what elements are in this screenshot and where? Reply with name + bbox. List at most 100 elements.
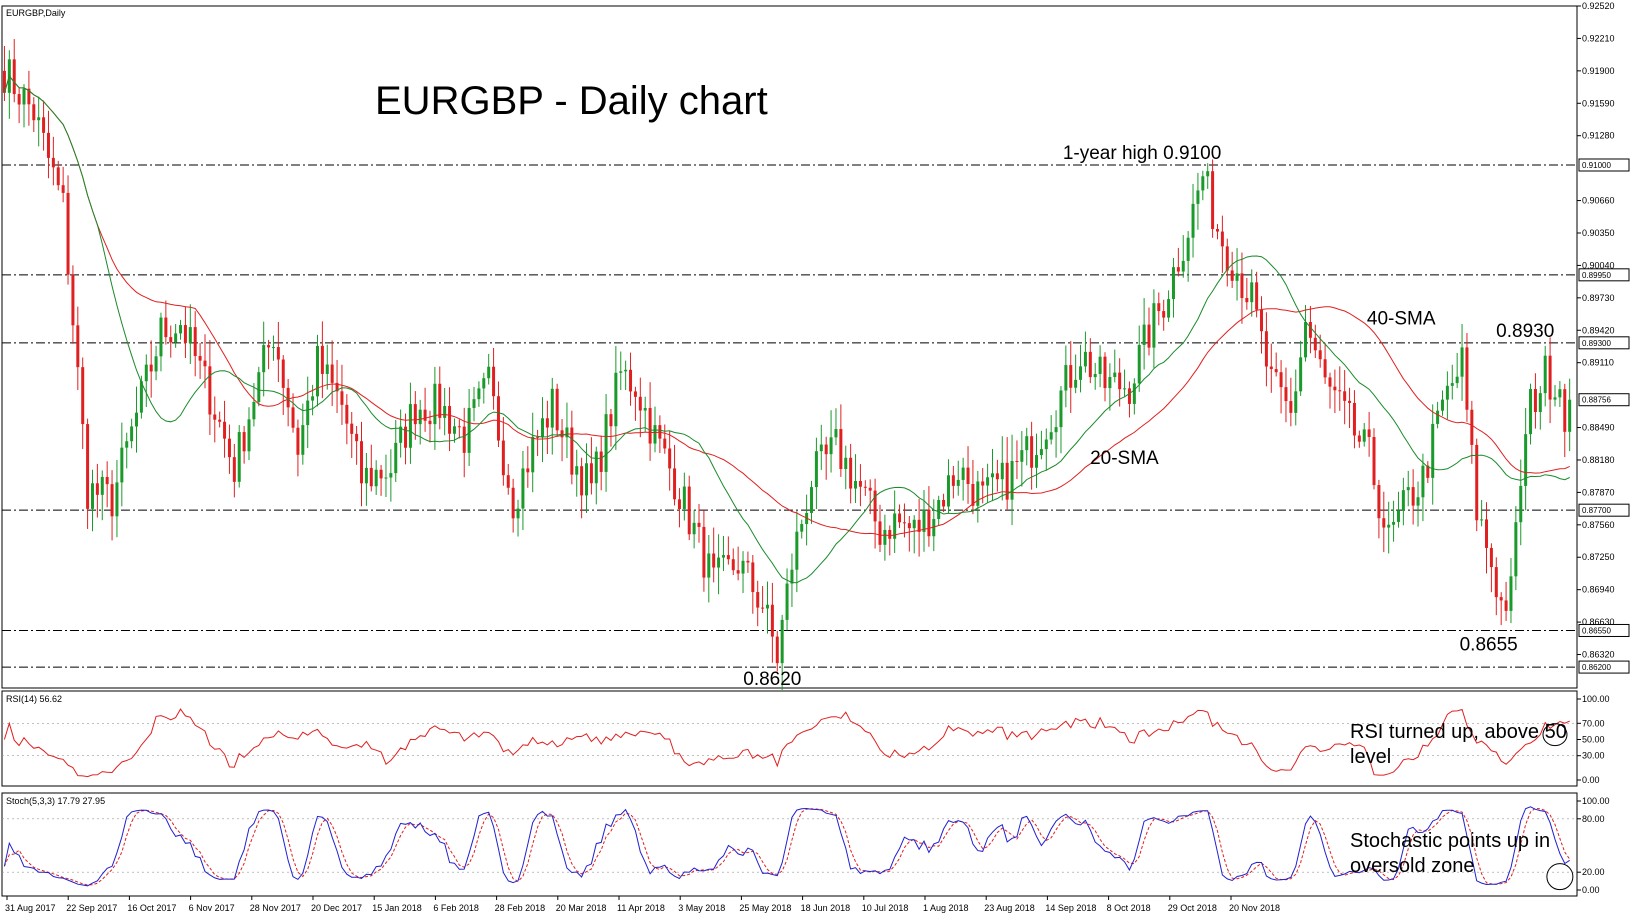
candle-body — [198, 355, 202, 361]
candle-body — [472, 399, 476, 408]
candle-body — [169, 337, 173, 343]
candle-body — [1074, 379, 1078, 388]
candle-body — [648, 407, 652, 444]
candle-body — [995, 473, 999, 480]
candle-body — [227, 438, 231, 458]
candle-body — [1284, 387, 1288, 402]
price-y-tick-label: 0.88180 — [1582, 455, 1615, 465]
level-label: 0.86200 — [1582, 663, 1611, 672]
level-label-box — [1578, 158, 1630, 172]
level-label: 0.87700 — [1582, 506, 1611, 515]
candle-body — [1533, 388, 1537, 412]
candle-body — [1118, 372, 1122, 390]
candle-body — [276, 347, 280, 360]
candle-body — [1436, 410, 1440, 424]
candle-body — [932, 519, 936, 537]
price-y-tick-label: 0.91590 — [1582, 98, 1615, 108]
candle-body — [668, 448, 672, 469]
candle-body — [1245, 298, 1249, 303]
candle-body — [805, 512, 809, 525]
candle-body — [1020, 450, 1024, 462]
candle-body — [22, 88, 26, 105]
candle-body — [1171, 267, 1175, 300]
candle-body — [1352, 402, 1356, 436]
candle-body — [1475, 444, 1479, 521]
candle-body — [707, 553, 711, 578]
candle-body — [854, 481, 858, 489]
candle-body — [482, 378, 486, 389]
candle-body — [90, 483, 94, 509]
candle-body — [1279, 372, 1283, 388]
rsi-y-tick-label: 100.00 — [1582, 694, 1610, 704]
candle-body — [1098, 356, 1102, 375]
candle-body — [369, 467, 373, 487]
candle-body — [790, 569, 794, 584]
candle-body — [130, 426, 134, 442]
candle-body — [183, 325, 187, 344]
candle-body — [883, 529, 887, 545]
candle-body — [496, 396, 500, 441]
candle-body — [1294, 391, 1298, 413]
candle-body — [917, 519, 921, 532]
candle-body — [443, 406, 447, 418]
candle-body — [526, 468, 530, 473]
x-tick-label: 29 Oct 2018 — [1168, 903, 1217, 913]
price-y-tick-label: 0.86320 — [1582, 650, 1615, 660]
candle-body — [898, 513, 902, 523]
candle-body — [1225, 246, 1229, 271]
annotation-0-8620: 0.8620 — [743, 669, 801, 690]
candle-body — [232, 457, 236, 482]
candle-body — [1088, 351, 1092, 378]
x-tick-label: 15 Jan 2018 — [372, 903, 422, 913]
candle-body — [394, 442, 398, 474]
candle-body — [692, 522, 696, 535]
candle-body — [281, 359, 285, 388]
candle-body — [721, 555, 725, 558]
candle-body — [1093, 374, 1097, 378]
candle-body — [741, 560, 745, 574]
candle-body — [149, 364, 153, 372]
candle-body — [638, 396, 642, 411]
candle-body — [756, 592, 760, 608]
candle-body — [1362, 429, 1366, 442]
candle-body — [330, 364, 334, 383]
price-y-tick-label: 0.92210 — [1582, 33, 1615, 43]
candle-body — [697, 522, 701, 527]
x-tick-label: 10 Jul 2018 — [862, 903, 909, 913]
candle-body — [1289, 401, 1293, 413]
candle-body — [1147, 324, 1151, 348]
candle-body — [144, 364, 148, 382]
x-tick-label: 18 Jun 2018 — [801, 903, 851, 913]
candle-body — [604, 414, 608, 472]
price-y-tick-label: 0.87560 — [1582, 520, 1615, 530]
candle-body — [154, 356, 158, 372]
candle-body — [1504, 600, 1508, 611]
price-y-tick-label: 0.90040 — [1582, 260, 1615, 270]
candle-body — [218, 419, 222, 422]
candle-body — [1392, 521, 1396, 525]
candle-body — [912, 519, 916, 529]
price-y-tick-label: 0.91900 — [1582, 66, 1615, 76]
candle-body — [1069, 365, 1073, 388]
candle-body — [536, 436, 540, 438]
candle-body — [1382, 518, 1386, 528]
candle-body — [110, 484, 114, 517]
candle-body — [164, 317, 168, 338]
candle-body — [990, 473, 994, 478]
x-tick-label: 3 May 2018 — [678, 903, 725, 913]
rsi-highlight-circle — [1542, 723, 1568, 747]
candle-body — [1489, 547, 1493, 568]
candle-body — [800, 524, 804, 532]
candle-body — [609, 414, 613, 427]
candle-body — [731, 559, 735, 571]
candle-body — [159, 317, 163, 357]
rsi-y-tick-label: 30.00 — [1582, 751, 1605, 761]
candle-body — [42, 117, 46, 133]
rsi-panel — [1, 690, 1578, 787]
price-y-tick-label: 0.86940 — [1582, 585, 1615, 595]
candle-body — [325, 364, 329, 374]
candle-body — [1235, 273, 1239, 281]
candle-body — [1196, 190, 1200, 204]
candle-body — [1299, 357, 1303, 392]
